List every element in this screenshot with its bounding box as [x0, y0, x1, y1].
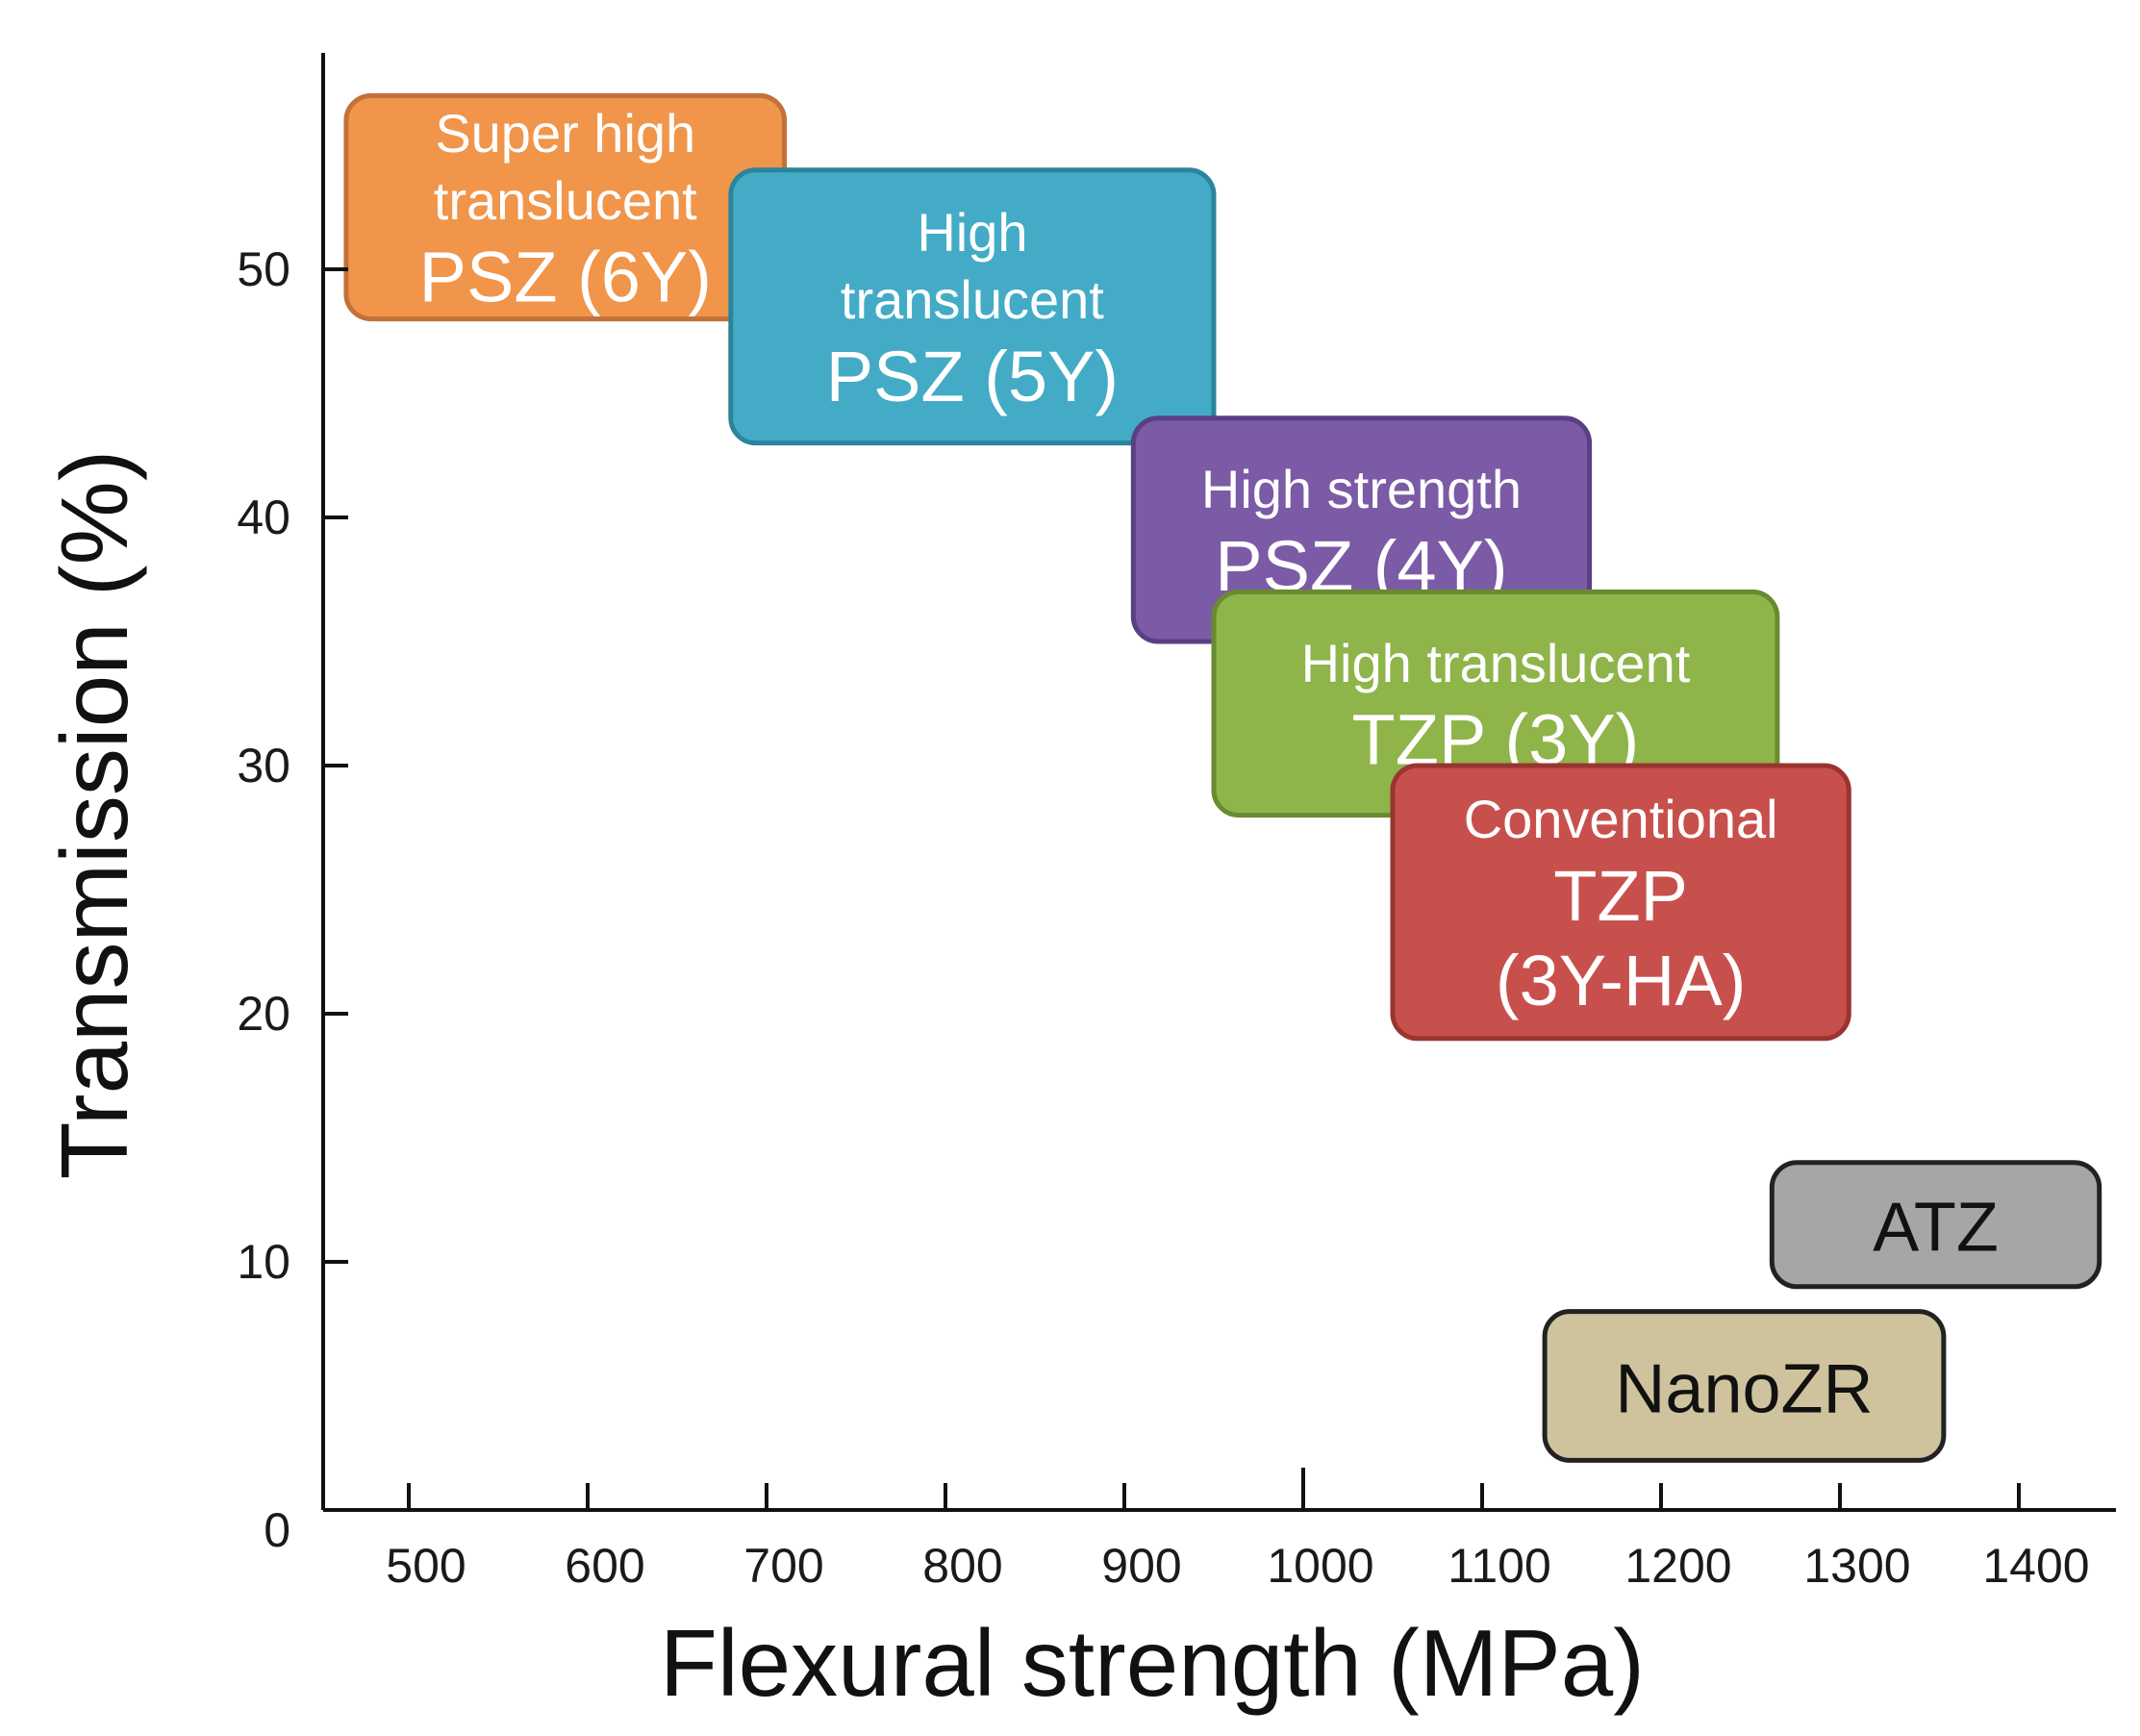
region-label: translucent [841, 269, 1104, 330]
x-tick-label: 1000 [1267, 1539, 1373, 1593]
region-rect [1390, 763, 1851, 1042]
x-tick-label: 1100 [1448, 1539, 1551, 1593]
y-tick-label: 0 [264, 1503, 290, 1557]
region-box: NanoZR [1542, 1309, 1947, 1463]
y-axis-ticks: 0 10 20 30 40 50 [237, 242, 348, 1557]
region-label: ATZ [1873, 1190, 1999, 1267]
y-axis-title: Transmission (%) [41, 450, 147, 1180]
x-tick-label: 700 [743, 1539, 823, 1593]
y-tick-label: 20 [237, 987, 290, 1041]
region-label: High translucent [1301, 633, 1691, 693]
y-tick-label: 10 [237, 1235, 290, 1289]
region-label: PSZ (5Y) [826, 337, 1119, 416]
x-tick-label: 1300 [1803, 1539, 1910, 1593]
region-label: Super high [435, 103, 695, 164]
x-tick-label: 600 [565, 1539, 644, 1593]
y-tick-label: 50 [237, 242, 290, 296]
x-tick-label: 900 [1101, 1539, 1181, 1593]
x-tick-label: 500 [386, 1539, 466, 1593]
region-rect [1542, 1309, 1947, 1463]
axes: 500 600 700 800 900 1000 1100 1200 1300 1400 0 10 2… [237, 53, 2116, 1593]
region-label: Conventional [1464, 789, 1778, 849]
x-tick-label: 800 [922, 1539, 1002, 1593]
region-label: (3Y-HA) [1496, 941, 1746, 1020]
x-axis-ticks: 500 600 700 800 900 1000 1100 1200 1300 1400 [386, 1468, 2090, 1593]
region-label: High [917, 202, 1027, 263]
region-rect [728, 167, 1217, 446]
region-label: translucent [434, 170, 697, 231]
y-tick-label: 30 [237, 739, 290, 793]
region-rect [1769, 1160, 2102, 1290]
region-box: Conventional TZP(3Y-HA) [1390, 763, 1851, 1042]
region-label: High strength [1201, 459, 1522, 519]
y-tick-label: 40 [237, 491, 290, 544]
region-box: ATZ [1769, 1160, 2102, 1290]
region-label: PSZ (6Y) [419, 238, 712, 317]
x-tick-label: 1400 [1982, 1539, 2089, 1593]
region-label: TZP [1553, 856, 1688, 936]
x-axis-title: Flexural strength (MPa) [660, 1610, 1645, 1716]
x-tick-label: 1200 [1624, 1539, 1731, 1593]
region-label: NanoZR [1615, 1350, 1873, 1427]
